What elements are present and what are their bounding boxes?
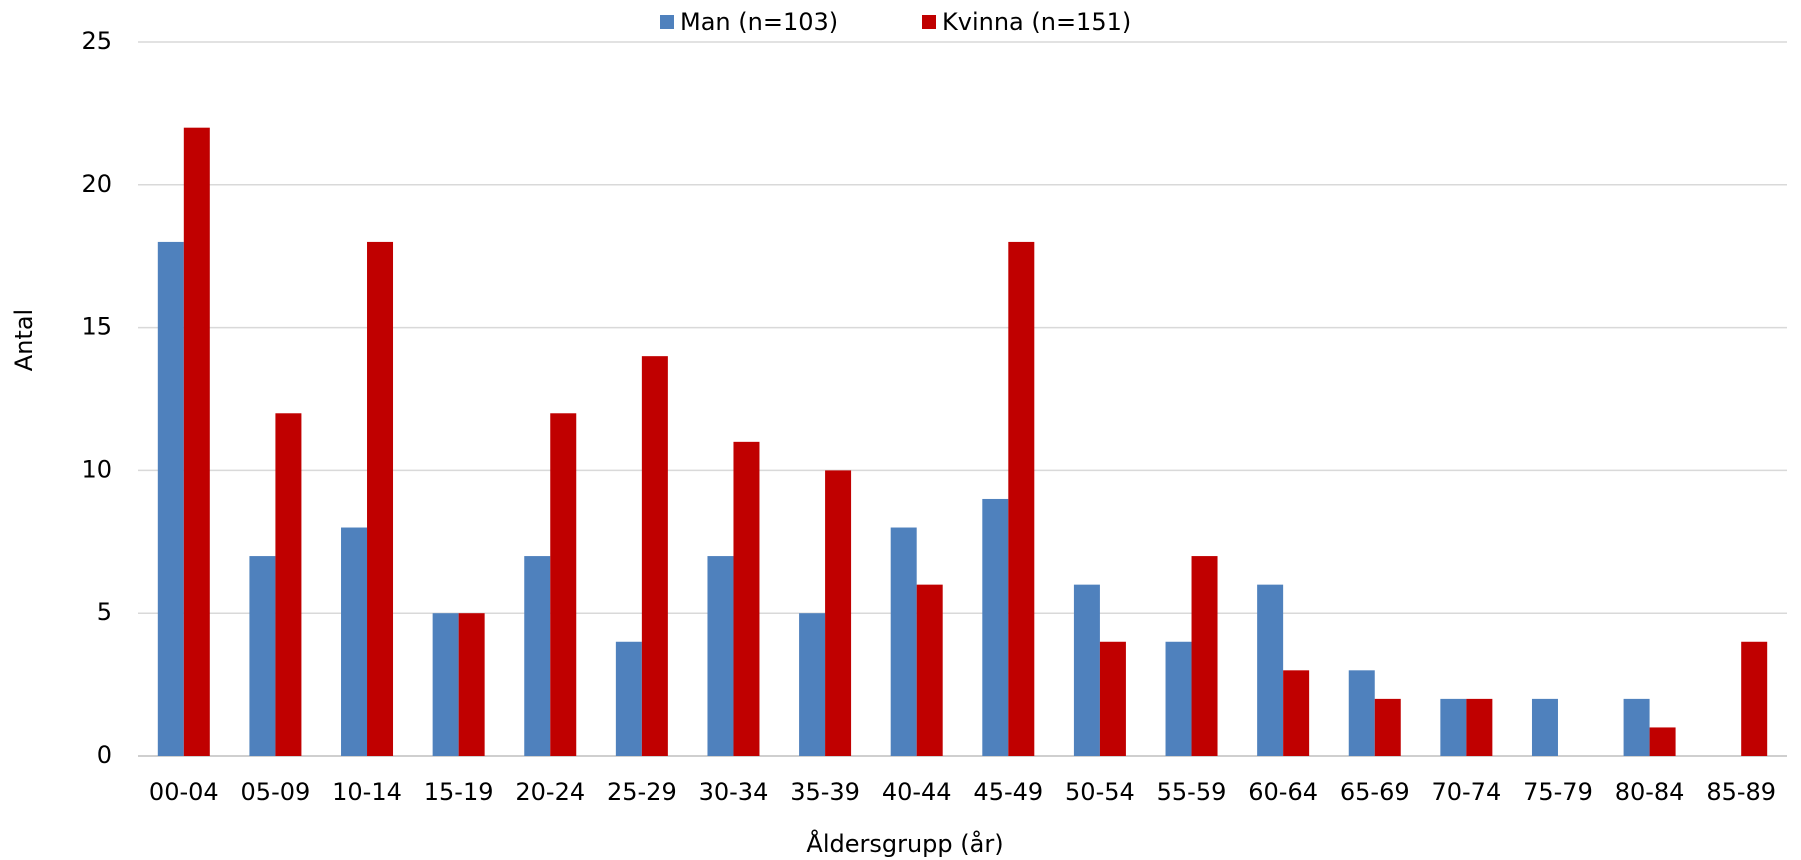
bar <box>1191 556 1218 756</box>
x-tick-label: 60-64 <box>1248 778 1318 806</box>
y-tick-label: 15 <box>81 313 112 341</box>
y-tick-label: 25 <box>81 27 112 55</box>
x-tick-label: 30-34 <box>699 778 769 806</box>
bar <box>1374 698 1401 756</box>
bar <box>982 498 1009 756</box>
x-tick-label: 45-49 <box>973 778 1043 806</box>
bar <box>890 527 917 756</box>
legend-swatch <box>660 15 674 29</box>
x-tick-label: 75-79 <box>1523 778 1593 806</box>
bar <box>916 584 943 756</box>
bar <box>1073 584 1100 756</box>
bar <box>1741 641 1768 756</box>
bar <box>1348 670 1375 756</box>
bar <box>524 556 551 756</box>
y-tick-label: 10 <box>81 455 112 483</box>
bar <box>458 613 485 756</box>
bar <box>550 413 577 756</box>
legend-label: Man (n=103) <box>680 8 838 36</box>
x-tick-label: 15-19 <box>424 778 494 806</box>
bar <box>432 613 459 756</box>
x-tick-label: 20-24 <box>515 778 585 806</box>
x-tick-label: 70-74 <box>1431 778 1501 806</box>
y-tick-label: 20 <box>81 170 112 198</box>
bar <box>1008 241 1035 757</box>
bar <box>733 441 760 756</box>
y-tick-label: 0 <box>97 741 112 769</box>
x-tick-label: 85-89 <box>1706 778 1776 806</box>
x-tick-label: 80-84 <box>1615 778 1685 806</box>
x-tick-label: 25-29 <box>607 778 677 806</box>
bar <box>275 413 302 756</box>
bar <box>183 127 210 757</box>
bar <box>1165 641 1192 756</box>
legend-label: Kvinna (n=151) <box>942 8 1131 36</box>
bar <box>825 470 852 756</box>
x-tick-label: 05-09 <box>241 778 311 806</box>
x-axis-title: Åldersgrupp (år) <box>806 829 1003 858</box>
bar <box>799 613 826 756</box>
bar <box>1099 641 1126 756</box>
legend-swatch <box>922 15 936 29</box>
bar <box>1623 698 1650 756</box>
x-tick-label: 65-69 <box>1340 778 1410 806</box>
bar <box>1466 698 1493 756</box>
bar <box>1531 698 1558 756</box>
bar <box>341 527 368 756</box>
bar <box>1257 584 1284 756</box>
x-tick-label: 10-14 <box>332 778 402 806</box>
x-tick-label: 50-54 <box>1065 778 1135 806</box>
x-tick-label: 35-39 <box>790 778 860 806</box>
bar <box>641 356 668 756</box>
bar <box>249 556 276 756</box>
bar <box>615 641 642 756</box>
y-tick-label: 5 <box>97 598 112 626</box>
bar <box>707 556 734 756</box>
x-tick-label: 55-59 <box>1157 778 1227 806</box>
bar <box>1440 698 1467 756</box>
bar <box>157 241 184 757</box>
x-tick-label: 00-04 <box>149 778 219 806</box>
y-axis-title: Antal <box>10 309 38 371</box>
bar <box>1649 727 1676 756</box>
x-tick-label: 40-44 <box>882 778 952 806</box>
bar <box>1283 670 1310 756</box>
bar <box>367 241 394 757</box>
